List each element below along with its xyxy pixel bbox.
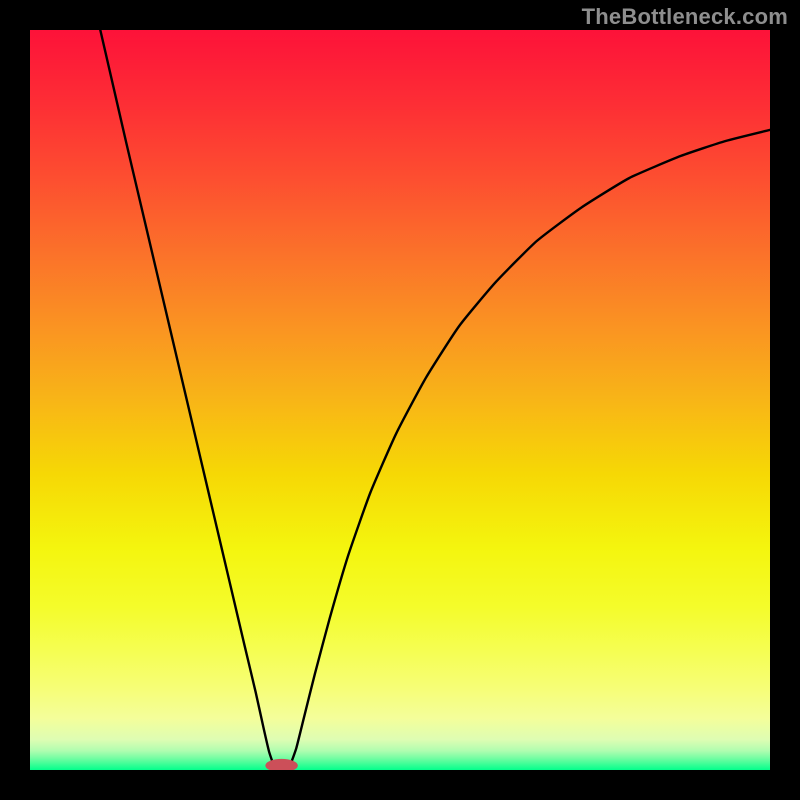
chart-outer-frame: TheBottleneck.com <box>0 0 800 800</box>
plot-area <box>30 30 770 770</box>
chart-background <box>30 30 770 770</box>
watermark-label: TheBottleneck.com <box>582 4 788 30</box>
chart-svg <box>30 30 770 770</box>
